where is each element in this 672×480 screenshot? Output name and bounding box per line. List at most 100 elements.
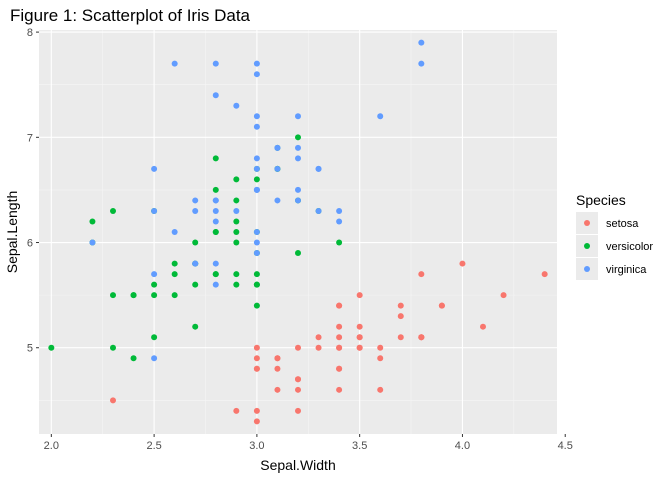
point-setosa [295, 407, 301, 414]
point-setosa [315, 334, 322, 341]
point-versicolor [171, 271, 178, 278]
point-setosa [377, 355, 384, 362]
point-virginica [192, 197, 199, 204]
x-tick-label: 2.5 [146, 440, 161, 452]
point-virginica [295, 155, 301, 162]
point-setosa [253, 418, 260, 425]
point-virginica [377, 113, 384, 120]
point-setosa [459, 260, 466, 267]
point-virginica [151, 271, 158, 278]
point-setosa [315, 344, 322, 351]
point-virginica [253, 165, 260, 172]
y-tick-label: 6 [27, 238, 33, 250]
point-setosa [274, 355, 281, 362]
point-virginica [212, 92, 219, 99]
point-setosa [295, 386, 301, 393]
point-versicolor [233, 176, 240, 183]
point-virginica [171, 60, 178, 67]
point-setosa [541, 271, 548, 278]
point-virginica [212, 197, 219, 204]
point-setosa [253, 407, 260, 414]
point-versicolor [233, 271, 240, 278]
legend-items: setosa versicolor virginica [576, 212, 653, 280]
point-versicolor [171, 260, 178, 267]
point-virginica [212, 281, 219, 288]
point-versicolor [89, 218, 96, 225]
point-versicolor [212, 155, 219, 162]
point-virginica [253, 155, 260, 162]
point-setosa [418, 271, 425, 278]
point-versicolor [130, 355, 137, 362]
y-axis-ticks: 5 6 7 8 [27, 27, 39, 355]
point-versicolor [295, 134, 301, 141]
x-axis-title: Sepal.Width [260, 457, 335, 473]
point-setosa [336, 334, 343, 341]
point-virginica [315, 165, 322, 172]
point-setosa [274, 386, 281, 393]
y-axis-title: Sepal.Length [4, 191, 20, 274]
point-setosa [274, 365, 281, 372]
legend-title: Species [576, 192, 626, 208]
plot-panel [39, 30, 557, 434]
point-setosa [480, 323, 486, 330]
point-virginica [295, 197, 301, 204]
point-virginica [151, 355, 158, 362]
chart-title: Figure 1: Scatterplot of Iris Data [10, 6, 251, 25]
point-virginica [418, 39, 425, 46]
point-setosa [253, 355, 260, 362]
point-setosa [295, 376, 301, 383]
x-axis-ticks: 2.0 2.5 3.0 3.5 4.0 4.5 [44, 434, 573, 452]
legend-swatch-versicolor [584, 243, 590, 249]
point-versicolor [233, 218, 240, 225]
point-virginica [253, 123, 260, 130]
point-setosa [418, 334, 425, 341]
point-setosa [253, 365, 260, 372]
legend: Species setosa versicolor virginica [576, 192, 653, 280]
point-versicolor [151, 334, 158, 341]
point-setosa [336, 323, 343, 330]
point-setosa [356, 323, 363, 330]
point-virginica [253, 229, 260, 235]
point-virginica [192, 260, 199, 267]
data-points [48, 39, 548, 425]
point-virginica [233, 207, 240, 214]
point-virginica [295, 144, 301, 151]
point-versicolor [151, 292, 158, 299]
point-setosa [397, 334, 404, 341]
point-virginica [233, 102, 240, 109]
legend-label-virginica: virginica [606, 264, 647, 276]
point-virginica [253, 250, 260, 257]
point-versicolor [110, 292, 116, 299]
point-virginica [253, 60, 260, 67]
point-versicolor [336, 239, 343, 246]
point-versicolor [212, 229, 219, 235]
y-tick-label: 7 [27, 132, 33, 144]
point-versicolor [212, 271, 219, 278]
point-versicolor [110, 344, 116, 351]
minor-gridlines [39, 30, 557, 434]
point-versicolor [48, 344, 55, 351]
point-virginica [315, 207, 322, 214]
point-setosa [356, 344, 363, 351]
point-virginica [212, 218, 219, 225]
x-tick-label: 3.5 [352, 440, 367, 452]
x-tick-label: 4.0 [455, 440, 470, 452]
point-setosa [336, 302, 343, 309]
point-virginica [418, 60, 425, 67]
point-versicolor [192, 281, 199, 288]
legend-label-versicolor: versicolor [606, 241, 653, 253]
point-setosa [356, 292, 363, 299]
point-setosa [377, 344, 384, 351]
point-setosa [253, 344, 260, 351]
point-versicolor [233, 239, 240, 246]
point-virginica [274, 165, 281, 172]
point-virginica [336, 218, 343, 225]
point-setosa [336, 344, 343, 351]
point-virginica [295, 113, 301, 120]
point-setosa [377, 386, 384, 393]
point-versicolor [253, 302, 260, 309]
point-virginica [192, 207, 199, 214]
point-setosa [500, 292, 507, 299]
point-versicolor [233, 229, 240, 235]
